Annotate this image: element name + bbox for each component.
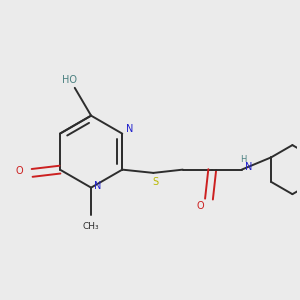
Text: HO: HO: [62, 75, 77, 85]
Text: N: N: [245, 162, 253, 172]
Text: N: N: [94, 181, 101, 191]
Text: N: N: [126, 124, 133, 134]
Text: O: O: [15, 166, 23, 176]
Text: H: H: [240, 155, 247, 164]
Text: O: O: [197, 201, 205, 211]
Text: CH₃: CH₃: [83, 222, 99, 231]
Text: S: S: [152, 177, 158, 187]
